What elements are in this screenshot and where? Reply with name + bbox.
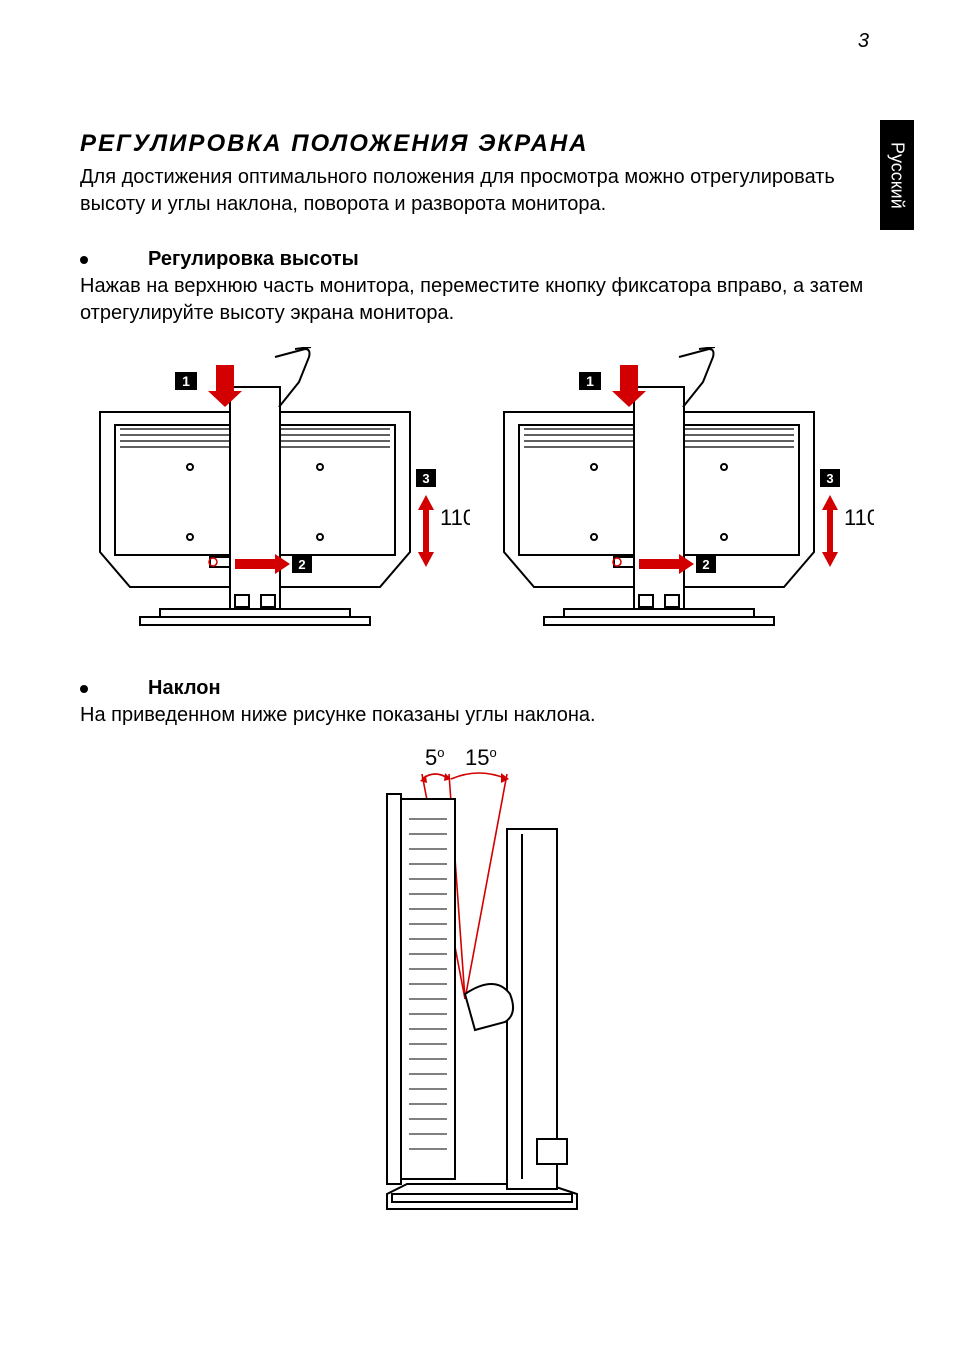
section-height-text: Нажав на верхнюю часть монитора, перемес… bbox=[80, 273, 874, 327]
bullet-icon bbox=[80, 685, 88, 693]
step-label-2: 2 bbox=[298, 557, 305, 572]
page: 3 Русский РЕГУЛИРОВКА ПОЛОЖЕНИЯ ЭКРАНА Д… bbox=[0, 0, 954, 1355]
tilt-diagram: 5o 15o bbox=[347, 739, 607, 1219]
svg-text:3: 3 bbox=[826, 471, 833, 486]
step-label-1: 1 bbox=[182, 373, 190, 389]
content: РЕГУЛИРОВКА ПОЛОЖЕНИЯ ЭКРАНА Для достиже… bbox=[80, 130, 874, 1219]
tilt-angle-left: 5o bbox=[425, 745, 444, 770]
height-value-right: 110mm bbox=[844, 505, 874, 530]
language-tab-label: Русский bbox=[887, 142, 908, 209]
height-diagram-right: 1 2 3 110mm bbox=[484, 347, 874, 647]
section-tilt-heading: Наклон bbox=[148, 677, 221, 700]
height-diagram-left: 1 2 3 110mm bbox=[80, 347, 470, 647]
height-value-left: 110mm bbox=[440, 505, 470, 530]
section-height-heading: Регулировка высоты bbox=[148, 248, 359, 271]
tilt-figure-wrap: 5o 15o bbox=[80, 739, 874, 1219]
svg-text:1: 1 bbox=[586, 373, 594, 389]
page-number: 3 bbox=[858, 30, 869, 53]
bullet-icon bbox=[80, 256, 88, 264]
svg-text:2: 2 bbox=[702, 557, 709, 572]
height-figures: 1 2 3 110mm bbox=[80, 347, 874, 647]
intro-text: Для достижения оптимального положения дл… bbox=[80, 164, 874, 218]
page-title: РЕГУЛИРОВКА ПОЛОЖЕНИЯ ЭКРАНА bbox=[80, 130, 874, 158]
section-tilt-text: На приведенном ниже рисунке показаны угл… bbox=[80, 702, 874, 729]
section-height-heading-row: Регулировка высоты bbox=[80, 248, 874, 271]
tilt-angle-right: 15o bbox=[465, 745, 497, 770]
step-label-3: 3 bbox=[422, 471, 429, 486]
language-tab: Русский bbox=[880, 120, 914, 230]
section-tilt-heading-row: Наклон bbox=[80, 677, 874, 700]
